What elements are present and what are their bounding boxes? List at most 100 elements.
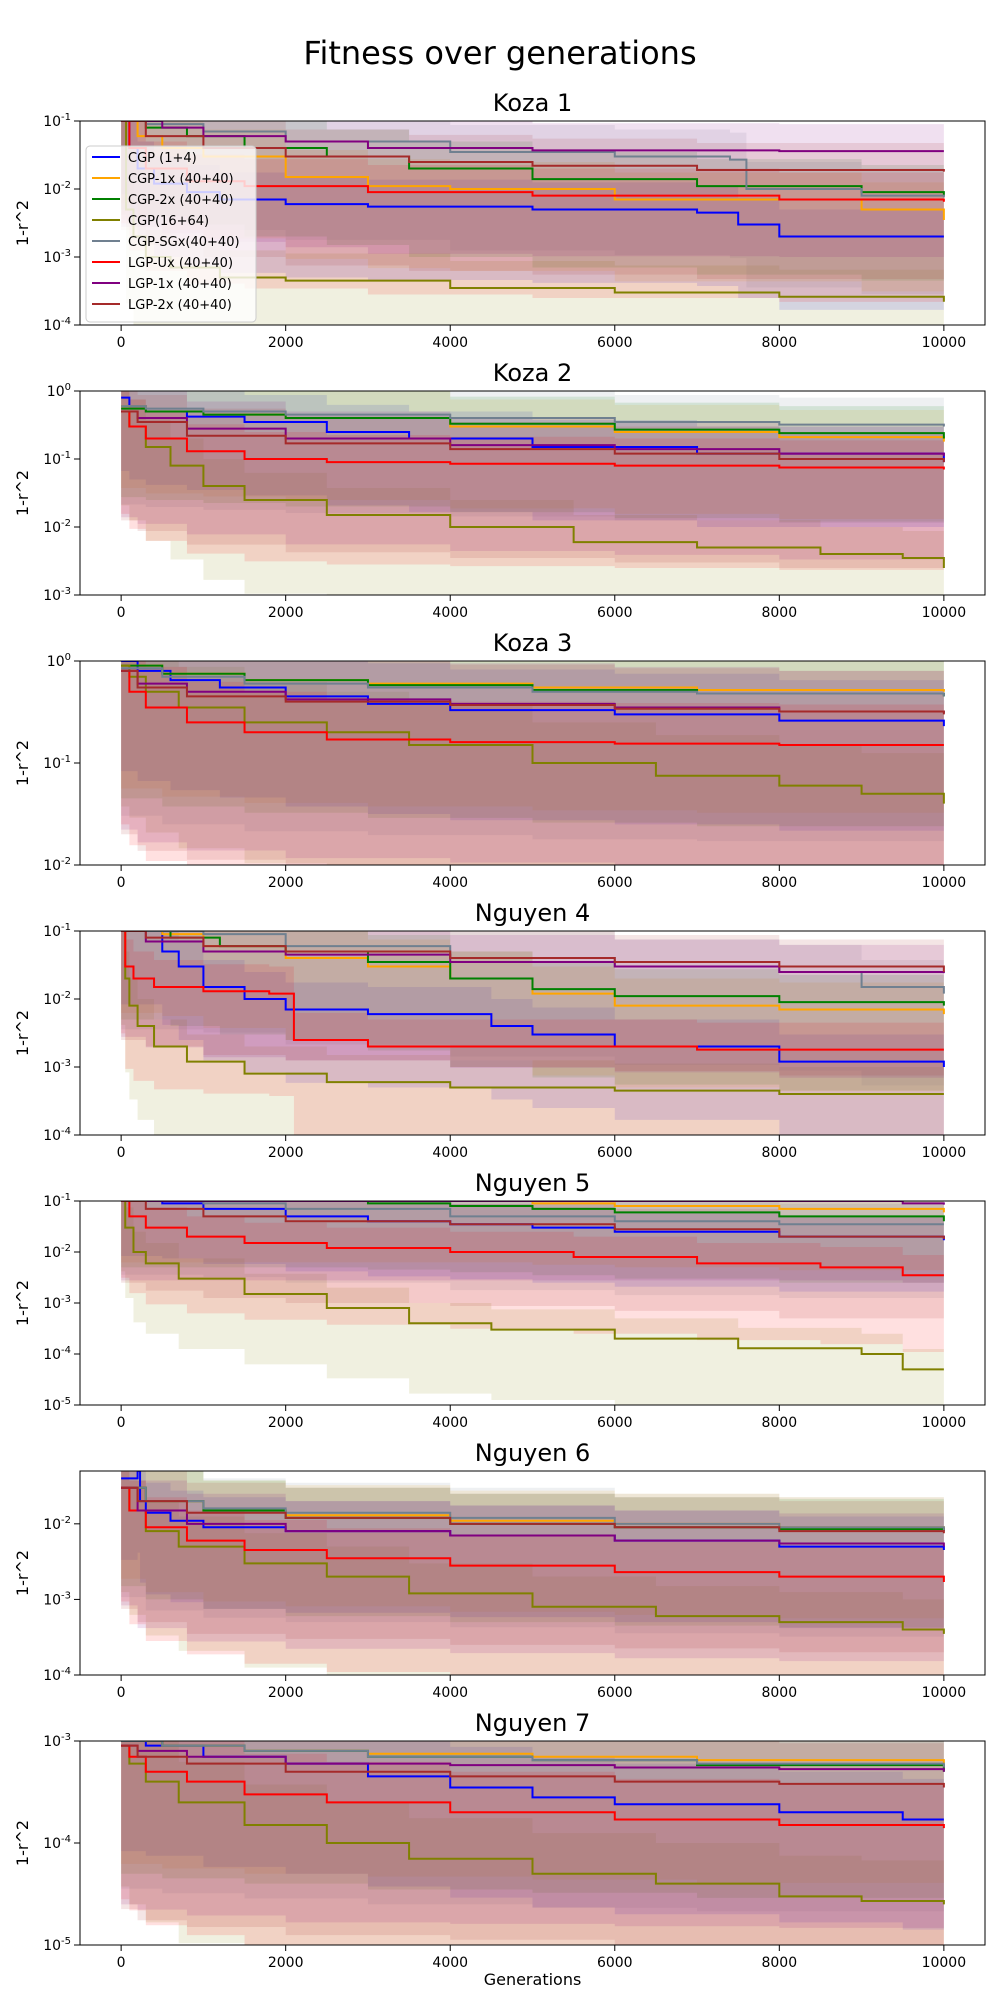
legend-label: LGP-2x (40+40) bbox=[128, 298, 232, 313]
y-tick-label: 10-3 bbox=[43, 586, 71, 604]
panel-nguyen-5: Nguyen 5 0 2000 4000 6000 8000 10000 10-5 10-4 10… bbox=[13, 1169, 986, 1431]
legend-label: CGP (1+4) bbox=[128, 151, 197, 166]
y-tick-label: 10-5 bbox=[43, 1396, 71, 1414]
legend-label: CGP-SGx(40+40) bbox=[128, 235, 240, 250]
y-tick-label: 10-2 bbox=[43, 856, 71, 874]
y-tick-label: 10-2 bbox=[43, 518, 71, 536]
series-line-cgp-sgx-40-40 bbox=[121, 121, 945, 198]
series-line-lgp-2x-40-40 bbox=[121, 121, 945, 172]
panels: Koza 10 2000 4000 6000 8000 1000010-410-310-2… bbox=[13, 89, 986, 1989]
y-axis-label: 1-r^2 bbox=[13, 1820, 32, 1866]
band-cgp-1-4 bbox=[121, 1471, 944, 1632]
x-tick-label: 6000 bbox=[597, 1955, 633, 1971]
x-tick-label: 2000 bbox=[268, 1955, 304, 1971]
band-cgp-1x-40-40 bbox=[121, 1471, 944, 1621]
series-line-lgp-2x-40-40 bbox=[121, 669, 945, 715]
series-line-lgp-ux-40-40 bbox=[121, 410, 945, 470]
series-line-cgp-16-64 bbox=[121, 410, 945, 568]
legend-label: CGP-1x (40+40) bbox=[128, 172, 234, 187]
y-axis-label: 1-r^2 bbox=[13, 200, 32, 246]
series-line-lgp-1x-40-40 bbox=[121, 410, 945, 457]
legend-label: LGP-Ux (40+40) bbox=[128, 256, 233, 271]
y-axis-label: 1-r^2 bbox=[13, 1550, 32, 1596]
panel-title: Nguyen 7 bbox=[475, 1709, 590, 1737]
series-line-lgp-1x-40-40 bbox=[121, 121, 944, 153]
y-axis-label: 1-r^2 bbox=[13, 470, 32, 516]
y-tick-label: 10-3 bbox=[43, 1058, 71, 1076]
band-lgp-ux-40-40 bbox=[121, 121, 944, 305]
y-tick-label: 10-4 bbox=[43, 1345, 71, 1363]
x-tick-label: 6000 bbox=[597, 605, 633, 621]
x-tick-label: 8000 bbox=[761, 335, 797, 351]
series-line-lgp-2x-40-40 bbox=[121, 1744, 945, 1788]
band-cgp-2x-40-40 bbox=[121, 1471, 944, 1630]
x-tick-label: 0 bbox=[117, 1145, 126, 1161]
series-line-cgp-16-64 bbox=[121, 1201, 944, 1371]
band-lgp-1x-40-40 bbox=[121, 391, 944, 563]
axes-frame bbox=[79, 1470, 986, 1676]
band-cgp-16-64 bbox=[121, 1201, 944, 1405]
y-axis-label: 1-r^2 bbox=[13, 1010, 32, 1056]
y-tick-label: 10-4 bbox=[43, 316, 71, 334]
y-tick-label: 10-2 bbox=[43, 1515, 71, 1533]
legend-box bbox=[85, 145, 257, 323]
band-lgp-2x-40-40 bbox=[121, 1471, 944, 1655]
panel-nguyen-6: Nguyen 6 0 2000 4000 6000 8000 10000 10-4 10-3 10… bbox=[13, 1439, 986, 1701]
figure-title: Fitness over generations bbox=[303, 34, 696, 72]
panel-koza-3: Koza 3 0 2000 4000 6000 8000 10000 10-2 10-1 100 1… bbox=[13, 629, 986, 891]
band-cgp-1x-40-40 bbox=[121, 1201, 944, 1274]
legend-label: CGP-2x (40+40) bbox=[128, 193, 234, 208]
series-line-cgp-1-4 bbox=[121, 661, 945, 727]
band-cgp-sgx-40-40 bbox=[121, 931, 944, 1093]
panel-koza-2: Koza 2 0 2000 4000 6000 8000 10000 10-3 10-2 10-1… bbox=[13, 359, 986, 621]
axes-frame bbox=[79, 930, 986, 1136]
x-tick-label: 4000 bbox=[432, 875, 468, 891]
band-cgp-2x-40-40 bbox=[121, 121, 944, 285]
series-line-lgp-1x-40-40 bbox=[121, 1744, 945, 1772]
band-cgp-16-64 bbox=[121, 1471, 944, 1675]
x-tick-label: 0 bbox=[117, 1955, 126, 1971]
band-cgp-16-64 bbox=[121, 1741, 944, 1945]
series-line-lgp-ux-40-40 bbox=[121, 931, 944, 1051]
band-lgp-2x-40-40 bbox=[121, 931, 944, 1081]
y-tick-label: 10-2 bbox=[43, 180, 71, 198]
x-tick-label: 8000 bbox=[761, 1955, 797, 1971]
y-tick-label: 10-3 bbox=[43, 1294, 71, 1312]
panel-title: Nguyen 5 bbox=[475, 1169, 590, 1197]
series-line-cgp-sgx-40-40 bbox=[121, 667, 945, 697]
x-tick-label: 6000 bbox=[597, 875, 633, 891]
band-cgp-1-4 bbox=[121, 121, 944, 310]
series-line-lgp-2x-40-40 bbox=[121, 931, 945, 972]
x-tick-label: 0 bbox=[117, 605, 126, 621]
x-tick-label: 6000 bbox=[597, 1415, 633, 1431]
panel-nguyen-4: Nguyen 4 0 2000 4000 6000 8000 10000 10-4 10-3 10… bbox=[13, 899, 986, 1161]
band-cgp-1-4 bbox=[121, 1741, 944, 1930]
panel-title: Koza 3 bbox=[493, 629, 572, 657]
plot-area bbox=[121, 1741, 945, 1945]
series-line-lgp-ux-40-40 bbox=[121, 669, 944, 747]
x-tick-label: 4000 bbox=[432, 1685, 468, 1701]
x-tick-label: 4000 bbox=[432, 1145, 468, 1161]
x-tick-label: 2000 bbox=[268, 335, 304, 351]
y-tick-label: 10-2 bbox=[43, 1243, 71, 1261]
x-tick-label: 6000 bbox=[597, 1685, 633, 1701]
band-lgp-2x-40-40 bbox=[121, 391, 944, 572]
y-tick-label: 10-3 bbox=[43, 248, 71, 266]
x-tick-label: 8000 bbox=[761, 875, 797, 891]
y-tick-label: 10-5 bbox=[43, 1936, 71, 1954]
plot-area bbox=[121, 661, 945, 865]
x-tick-label: 10000 bbox=[922, 1955, 967, 1971]
y-tick-label: 10-4 bbox=[43, 1834, 71, 1852]
plot-area bbox=[121, 1471, 945, 1675]
series-line-cgp-1-4 bbox=[121, 1741, 944, 1821]
y-tick-label: 10-1 bbox=[43, 1192, 71, 1210]
x-tick-label: 0 bbox=[117, 1415, 126, 1431]
series-line-lgp-ux-40-40 bbox=[121, 1201, 944, 1277]
y-tick-label: 10-4 bbox=[43, 1126, 71, 1144]
x-tick-label: 10000 bbox=[922, 605, 967, 621]
band-cgp-sgx-40-40 bbox=[121, 1741, 944, 1916]
x-tick-label: 6000 bbox=[597, 335, 633, 351]
x-tick-label: 10000 bbox=[922, 1415, 967, 1431]
y-tick-label: 10-4 bbox=[43, 1666, 71, 1684]
series-line-cgp-sgx-40-40 bbox=[121, 1741, 945, 1768]
